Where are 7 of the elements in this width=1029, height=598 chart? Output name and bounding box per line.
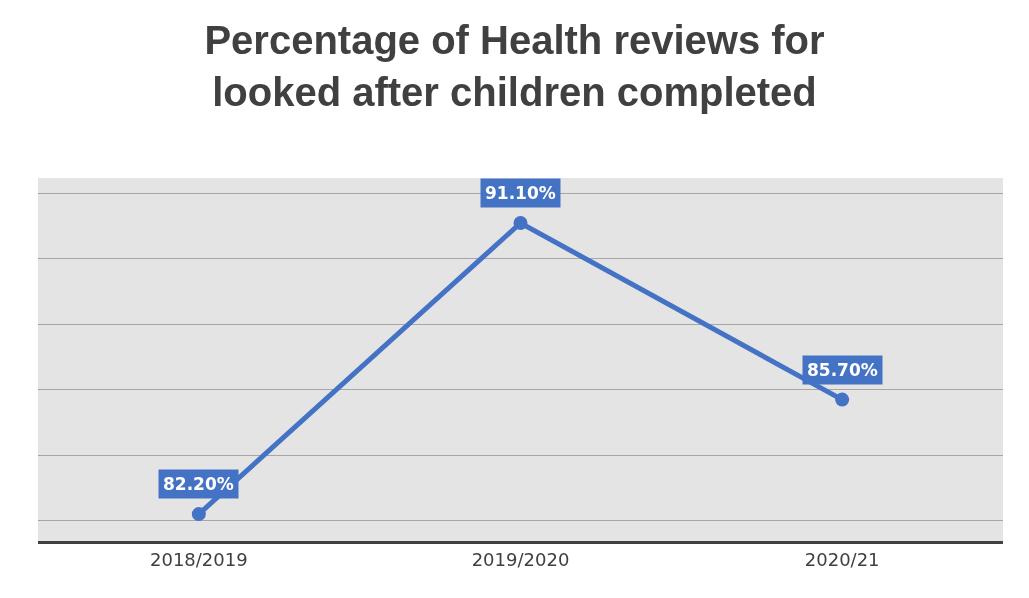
x-tick-label: 2020/21 [804, 548, 880, 570]
chart-title: Percentage of Health reviews for looked after children completed [204, 17, 825, 114]
x-tick-label: 2019/2020 [471, 548, 570, 570]
data-label: 82.20% [163, 474, 234, 494]
data-label: 91.10% [485, 183, 556, 203]
x-tick-label: 2018/2019 [149, 548, 248, 570]
data-label: 85.70% [807, 360, 878, 380]
